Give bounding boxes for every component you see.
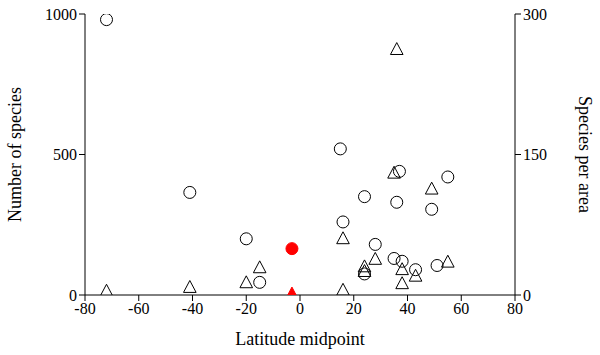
svg-text:0: 0: [69, 287, 77, 304]
svg-text:-40: -40: [182, 300, 203, 317]
svg-text:150: 150: [523, 146, 547, 163]
svg-text:-20: -20: [236, 300, 257, 317]
svg-text:500: 500: [53, 146, 77, 163]
svg-text:-60: -60: [128, 300, 149, 317]
svg-text:80: 80: [507, 300, 523, 317]
svg-text:40: 40: [400, 300, 416, 317]
svg-text:1000: 1000: [45, 6, 77, 23]
svg-text:0: 0: [523, 287, 531, 304]
svg-text:20: 20: [346, 300, 362, 317]
svg-text:-80: -80: [74, 300, 95, 317]
svg-text:Species per area: Species per area: [575, 96, 592, 213]
svg-text:300: 300: [523, 6, 547, 23]
svg-text:Number of species: Number of species: [8, 87, 25, 222]
svg-text:0: 0: [296, 300, 304, 317]
svg-text:60: 60: [453, 300, 469, 317]
svg-text:Latitude midpoint: Latitude midpoint: [235, 329, 364, 349]
